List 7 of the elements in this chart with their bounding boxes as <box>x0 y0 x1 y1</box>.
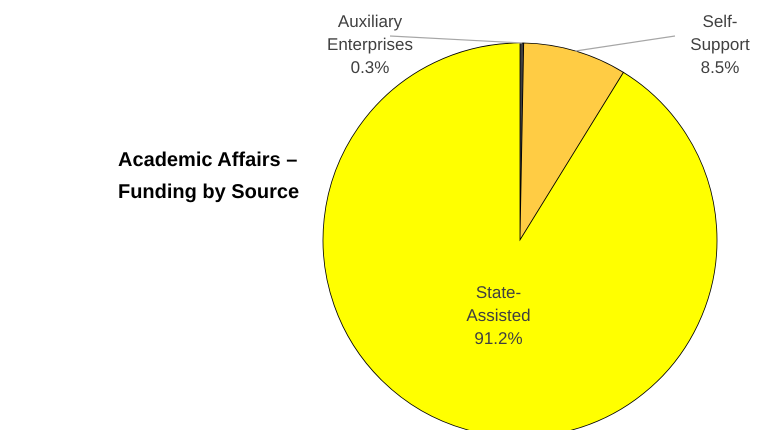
text: Academic Affairs – Funding by Source <box>118 149 300 203</box>
slice-label: State-Assisted <box>466 282 531 325</box>
slice-label: Self-Support <box>690 12 750 54</box>
data-label: 8.5% <box>700 58 740 77</box>
data-label: 91.2% <box>474 328 523 348</box>
data-label: 0.3% <box>350 58 390 77</box>
slice-label: Auxiliary Enterprises <box>327 12 413 54</box>
